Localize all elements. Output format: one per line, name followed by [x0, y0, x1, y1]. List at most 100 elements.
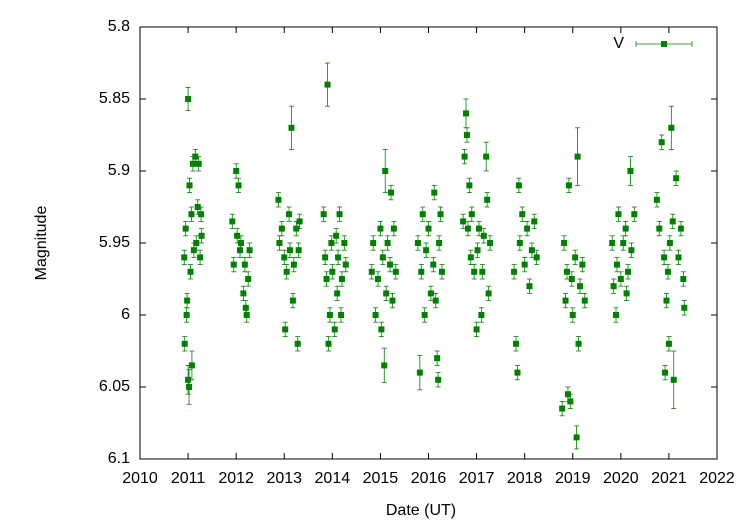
data-point — [387, 261, 394, 268]
data-point — [326, 312, 333, 318]
data-point — [186, 384, 193, 390]
data-point — [336, 211, 343, 218]
data-point — [425, 225, 432, 232]
data-point — [370, 240, 377, 246]
data-point — [613, 312, 620, 318]
data-point — [431, 189, 438, 196]
data-point — [184, 297, 191, 304]
data-point — [653, 196, 660, 203]
y-tick-label: 6 — [121, 306, 130, 323]
data-point — [625, 268, 632, 275]
data-point — [673, 175, 680, 182]
data-point — [437, 211, 444, 218]
data-point — [581, 297, 588, 304]
data-point — [368, 268, 375, 275]
data-point — [296, 218, 303, 225]
data-point — [195, 160, 202, 167]
data-point — [461, 153, 468, 160]
data-point — [289, 297, 296, 304]
data-point — [569, 312, 576, 318]
x-tick-label: 2018 — [507, 470, 543, 487]
data-point — [381, 362, 388, 369]
data-point — [372, 312, 379, 318]
data-point — [320, 211, 327, 218]
data-point — [234, 232, 241, 239]
data-point — [198, 232, 205, 239]
data-point — [664, 268, 671, 275]
data-point — [378, 326, 385, 333]
data-point — [666, 240, 673, 246]
data-point — [563, 268, 570, 275]
data-point — [287, 247, 294, 254]
data-point — [468, 211, 475, 218]
data-point — [390, 225, 397, 232]
data-point — [322, 254, 329, 261]
data-point — [609, 240, 616, 246]
data-point — [387, 189, 394, 196]
legend-label: V — [613, 35, 624, 52]
data-point — [237, 240, 244, 246]
data-point — [516, 240, 523, 246]
data-point — [680, 276, 687, 282]
data-point — [663, 297, 670, 304]
data-point — [341, 240, 348, 246]
data-point — [531, 218, 538, 225]
data-point — [230, 261, 237, 268]
legend-marker — [661, 41, 667, 47]
y-tick-label: 6.05 — [99, 378, 130, 395]
data-point — [610, 283, 617, 290]
data-point — [276, 240, 283, 246]
data-point — [568, 276, 575, 282]
data-point — [435, 376, 442, 383]
data-point — [434, 355, 441, 362]
x-tick-label: 2011 — [171, 470, 206, 487]
data-point — [188, 362, 195, 369]
data-point — [677, 225, 684, 232]
data-point — [181, 254, 188, 261]
data-point — [579, 261, 586, 268]
data-point — [275, 196, 282, 203]
data-point — [240, 290, 247, 297]
data-point — [295, 247, 302, 254]
data-point — [567, 398, 574, 405]
data-point — [329, 268, 336, 275]
data-point — [628, 247, 635, 254]
data-point — [562, 297, 569, 304]
data-point — [229, 218, 236, 225]
data-point — [414, 240, 421, 246]
data-point — [192, 153, 199, 160]
data-point — [379, 254, 386, 261]
x-tick-label: 2017 — [459, 470, 495, 487]
x-axis-label: Date (UT) — [386, 502, 456, 519]
data-point — [661, 254, 668, 261]
x-tick-label: 2021 — [651, 470, 687, 487]
data-point — [427, 290, 434, 297]
data-point — [559, 405, 566, 412]
data-point — [197, 254, 204, 261]
data-point — [463, 132, 470, 138]
data-point — [282, 326, 289, 333]
data-point — [334, 290, 341, 297]
x-tick-label: 2014 — [315, 470, 351, 487]
data-point — [383, 290, 390, 297]
data-point — [479, 268, 486, 275]
data-point — [662, 369, 669, 376]
data-point — [181, 340, 188, 347]
data-point — [421, 312, 428, 318]
data-point — [658, 139, 665, 146]
data-point — [325, 340, 332, 347]
data-point — [382, 168, 389, 174]
data-point — [473, 326, 480, 333]
data-point — [392, 268, 399, 275]
data-point — [484, 196, 491, 203]
data-point — [620, 240, 627, 246]
data-point — [278, 225, 285, 232]
data-point — [245, 276, 252, 282]
data-point — [513, 340, 520, 347]
data-point — [623, 290, 630, 297]
data-point — [464, 225, 471, 232]
data-point — [338, 276, 345, 282]
data-point — [342, 261, 349, 268]
data-point — [617, 276, 624, 282]
